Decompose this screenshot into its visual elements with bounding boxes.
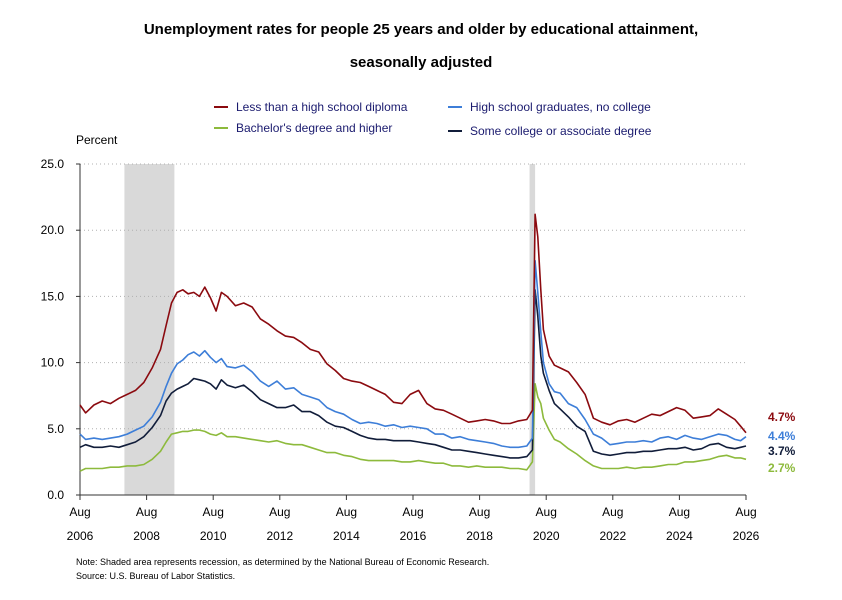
x-tick-year-label: 2012 xyxy=(266,529,293,543)
legend-swatch xyxy=(214,126,228,129)
x-tick-year-label: 2008 xyxy=(133,529,160,543)
x-tick-year-label: 2014 xyxy=(333,529,360,543)
x-tick-month-label: Aug xyxy=(336,505,357,519)
legend-item-less-than-high-school: Less than a high school diploma xyxy=(214,100,407,114)
y-tick-label: 25.0 xyxy=(41,157,65,171)
x-tick-month-label: Aug xyxy=(669,505,690,519)
y-tick-label: 20.0 xyxy=(41,223,65,237)
series-line xyxy=(79,289,747,459)
x-tick-month-label: Aug xyxy=(136,505,157,519)
chart-title-line-1: Unemployment rates for people 25 years a… xyxy=(143,21,699,38)
x-tick-month-label: Aug xyxy=(536,505,557,519)
series-line xyxy=(79,213,747,434)
chart-title-line-2: seasonally adjusted xyxy=(349,54,493,71)
x-tick-year-label: 2022 xyxy=(599,529,626,543)
x-tick-month-label: Aug xyxy=(402,505,423,519)
legend-item-some-college: Some college or associate degree xyxy=(448,124,651,138)
x-tick-month-label: Aug xyxy=(602,505,623,519)
recession-band xyxy=(529,164,536,495)
series-end-label: 4.4% xyxy=(768,429,796,443)
x-tick-year-label: 2026 xyxy=(733,529,760,543)
note-source: Source: U.S. Bureau of Labor Statistics. xyxy=(76,571,236,581)
x-tick-year-label: 2016 xyxy=(400,529,427,543)
legend-item-high-school-graduates: High school graduates, no college xyxy=(448,100,651,114)
legend-swatch xyxy=(214,105,228,108)
x-tick-month-label: Aug xyxy=(735,505,756,519)
x-tick-year-label: 2024 xyxy=(666,529,693,543)
series-end-label: 3.7% xyxy=(768,444,796,458)
legend-label: Bachelor's degree and higher xyxy=(236,121,393,135)
recession-band xyxy=(124,164,175,495)
note-recession: Note: Shaded area represents recession, … xyxy=(76,557,490,567)
x-tick-year-label: 2010 xyxy=(200,529,227,543)
legend-label: Less than a high school diploma xyxy=(236,100,408,114)
legend-swatch xyxy=(448,105,462,108)
series-line xyxy=(79,383,747,472)
legend-item-bachelors-and-higher: Bachelor's degree and higher xyxy=(214,121,392,135)
x-tick-year-label: 2018 xyxy=(466,529,493,543)
x-tick-month-label: Aug xyxy=(203,505,224,519)
y-axis-label: Percent xyxy=(76,133,118,147)
y-tick-label: 10.0 xyxy=(41,356,65,370)
series-end-label: 2.7% xyxy=(768,461,796,475)
series-end-label: 4.7% xyxy=(768,410,796,424)
series-line xyxy=(79,259,747,449)
y-tick-label: 0.0 xyxy=(47,488,64,502)
legend-label: High school graduates, no college xyxy=(470,100,651,114)
x-tick-year-label: 2006 xyxy=(67,529,94,543)
y-tick-label: 5.0 xyxy=(47,422,64,436)
y-tick-label: 15.0 xyxy=(41,289,65,303)
legend-label: Some college or associate degree xyxy=(470,124,652,138)
x-tick-month-label: Aug xyxy=(269,505,290,519)
legend-swatch xyxy=(448,129,462,132)
x-tick-month-label: Aug xyxy=(69,505,90,519)
x-tick-year-label: 2020 xyxy=(533,529,560,543)
x-tick-month-label: Aug xyxy=(469,505,490,519)
